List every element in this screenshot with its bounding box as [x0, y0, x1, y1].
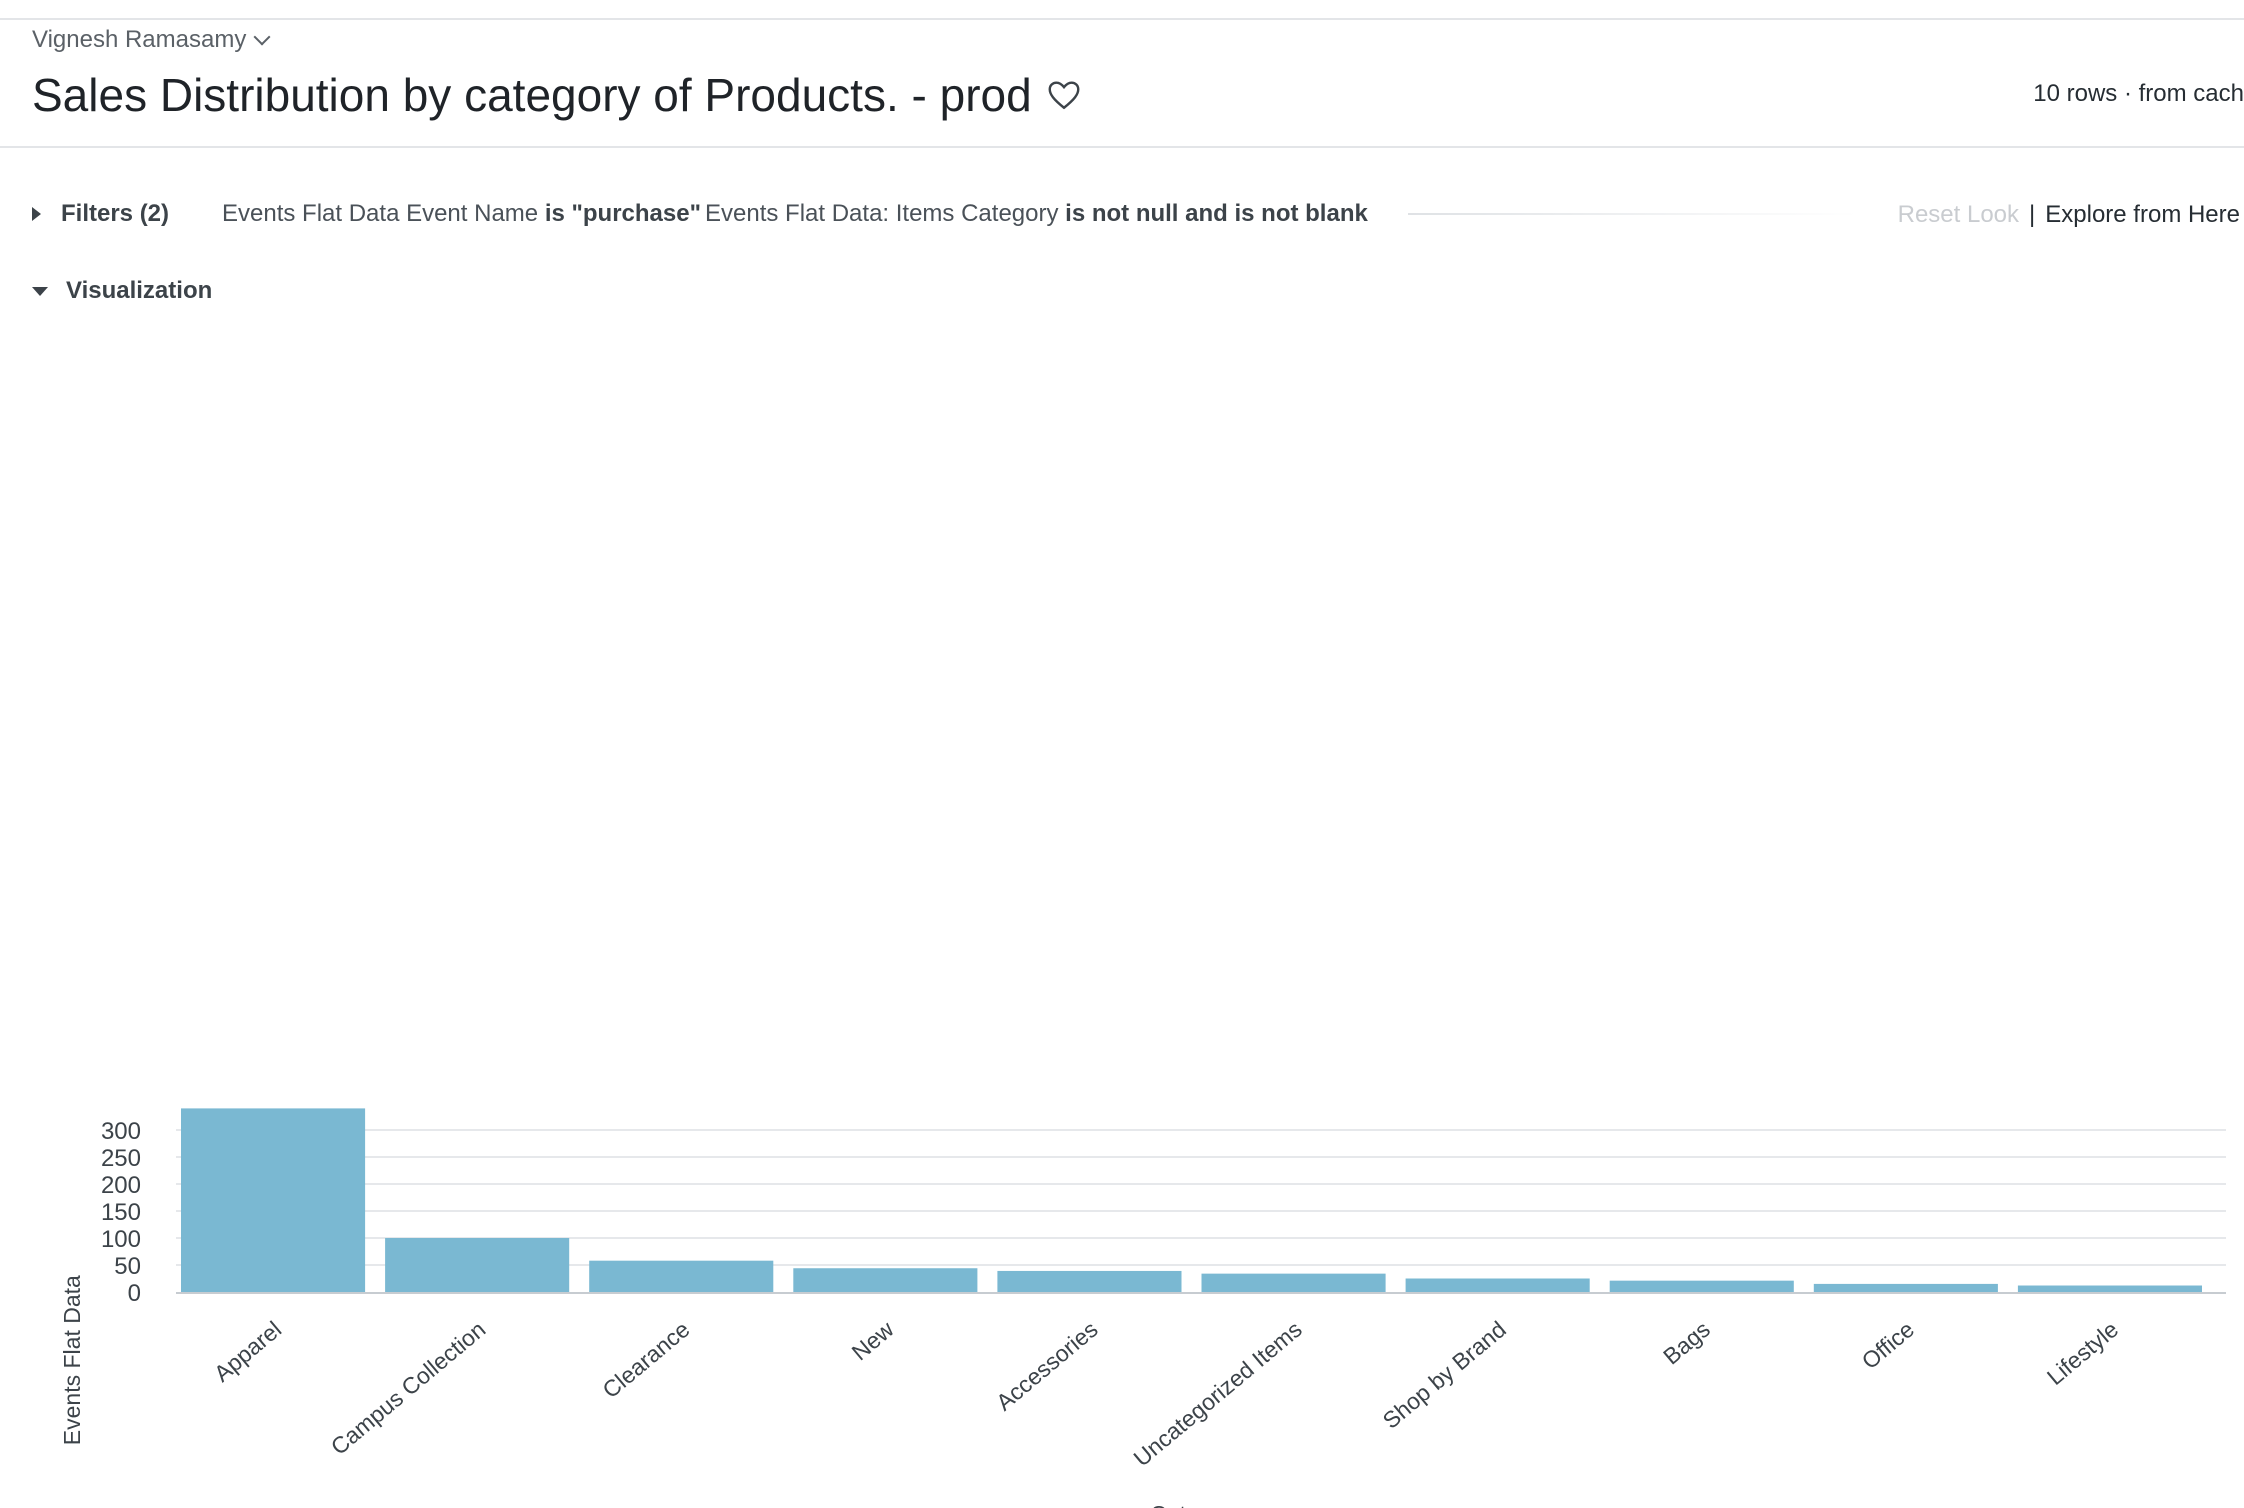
- bar-accessories[interactable]: [997, 1270, 1182, 1292]
- bar-new[interactable]: [793, 1268, 978, 1292]
- filters-toggle[interactable]: Filters (2): [32, 200, 169, 228]
- bar-lifestyle[interactable]: [2017, 1285, 2202, 1292]
- reset-look-link[interactable]: Reset Look: [1897, 201, 2020, 228]
- y-tick-label: 100: [101, 1226, 141, 1253]
- y-axis-label: Events Flat Data: [59, 1275, 85, 1445]
- x-axis-label: Cat: [1150, 1501, 1186, 1508]
- page-title: Sales Distribution by category of Produc…: [32, 69, 1032, 121]
- title-row: Sales Distribution by category of Produc…: [32, 68, 1082, 122]
- x-tick-label: Shop by Brand: [1378, 1316, 1511, 1434]
- filters-label: Filters (2): [61, 200, 170, 227]
- explore-from-here-link[interactable]: Explore from Here: [2045, 201, 2240, 228]
- x-tick-label: Accessories: [991, 1316, 1103, 1416]
- y-tick-label: 50: [114, 1253, 141, 1280]
- x-tick-label: New: [847, 1316, 899, 1366]
- bar-bags[interactable]: [1609, 1280, 1794, 1292]
- chevron-down-icon: [253, 28, 271, 46]
- visualization-toggle[interactable]: Visualization: [32, 277, 212, 305]
- caret-right-icon: [32, 207, 41, 221]
- x-tick-label: Bags: [1658, 1316, 1715, 1370]
- filter-condition: is not null and is not blank: [1065, 200, 1368, 227]
- x-tick-label: Office: [1857, 1316, 1919, 1374]
- bar-apparel[interactable]: [181, 1108, 366, 1292]
- bar-office[interactable]: [1813, 1283, 1998, 1292]
- filter-field: Events Flat Data Event Name: [222, 200, 539, 227]
- filter-chip-items-category[interactable]: Events Flat Data: Items Category is not …: [705, 200, 1368, 228]
- filter-divider-line: [1408, 213, 1858, 215]
- caret-down-icon: [32, 286, 48, 296]
- x-tick-label: Apparel: [209, 1316, 286, 1387]
- bar-clearance[interactable]: [589, 1260, 774, 1292]
- y-tick-label: 250: [101, 1145, 141, 1172]
- look-actions: Reset Look | Explore from Here: [1898, 201, 2240, 229]
- filter-field: Events Flat Data: Items Category: [705, 200, 1059, 227]
- visualization-label: Visualization: [66, 277, 213, 304]
- y-tick-label: 300: [101, 1118, 141, 1145]
- bar-campus-collection[interactable]: [385, 1238, 570, 1292]
- x-tick-label: Lifestyle: [2042, 1316, 2123, 1390]
- x-tick-label: Campus Collection: [326, 1316, 491, 1460]
- header-divider: [0, 146, 2244, 148]
- y-tick-label: 0: [128, 1280, 141, 1307]
- heart-icon[interactable]: [1046, 77, 1082, 113]
- owner-menu[interactable]: Vignesh Ramasamy: [32, 26, 271, 54]
- filter-condition: is "purchase": [544, 200, 701, 227]
- owner-name: Vignesh Ramasamy: [32, 26, 247, 53]
- top-border: [0, 18, 2244, 20]
- filter-chip-event-name[interactable]: Events Flat Data Event Name is "purchase…: [222, 200, 701, 228]
- y-tick-label: 200: [101, 1172, 141, 1199]
- y-tick-label: 150: [101, 1199, 141, 1226]
- actions-separator: |: [2029, 201, 2036, 228]
- bar-uncategorized-items[interactable]: [1201, 1273, 1386, 1292]
- bar-shop-by-brand[interactable]: [1405, 1278, 1590, 1293]
- x-tick-label: Uncategorized Items: [1128, 1316, 1306, 1472]
- x-tick-label: Clearance: [597, 1316, 694, 1403]
- rows-info: 10 rows · from cach: [2033, 80, 2244, 107]
